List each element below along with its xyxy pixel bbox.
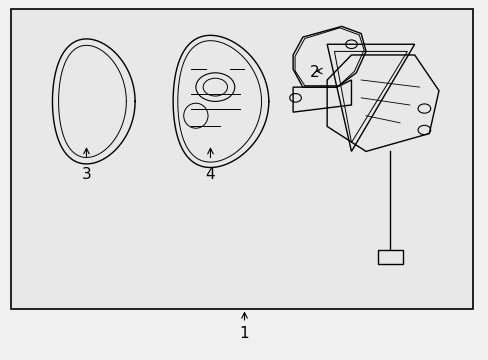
Text: 4: 4: [205, 167, 215, 183]
FancyBboxPatch shape: [377, 249, 402, 264]
Text: 2: 2: [309, 65, 319, 80]
Text: 3: 3: [81, 167, 91, 183]
Text: 1: 1: [239, 327, 249, 342]
FancyBboxPatch shape: [11, 9, 472, 309]
